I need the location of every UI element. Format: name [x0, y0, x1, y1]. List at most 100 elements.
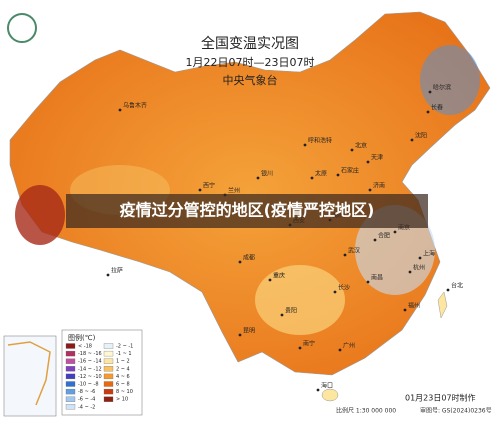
city-label: 上海 [423, 250, 435, 258]
city-label: 南宁 [303, 340, 315, 348]
city-label: 拉萨 [111, 267, 123, 275]
legend-swatch [103, 381, 114, 387]
city-label: 广州 [343, 342, 355, 350]
inset-frame [3, 335, 57, 417]
city-dot [303, 143, 307, 147]
legend-label: -12 ~ -10 [78, 374, 102, 380]
legend-label: 2 ~ 4 [116, 366, 130, 372]
legend-label: 4 ~ 6 [116, 374, 130, 380]
city-label: 长春 [431, 104, 443, 112]
legend-swatch [65, 358, 76, 364]
city-dot [333, 290, 337, 294]
city-label: 呼和浩特 [308, 137, 332, 145]
legend-label: -4 ~ -2 [78, 404, 95, 410]
hainan [321, 388, 339, 402]
legend-swatch [65, 343, 76, 349]
legend-swatch [103, 373, 114, 380]
city-label: 成都 [243, 254, 255, 262]
city-dot [366, 160, 370, 164]
legend-swatch [65, 373, 76, 380]
city-dot [256, 176, 260, 180]
city-dot [368, 188, 372, 192]
banner: 疫情过分管控的地区(疫情严控地区) [120, 201, 375, 220]
city-dot [403, 308, 407, 312]
city-dot [268, 278, 272, 282]
legend-swatch [103, 396, 114, 402]
legend-label: -6 ~ -4 [78, 397, 95, 403]
city-dot [280, 313, 284, 317]
city-label: 昆明 [243, 328, 255, 335]
legend-swatch [65, 388, 76, 395]
city-label: 兰州 [228, 187, 240, 195]
city-label: 济南 [373, 182, 385, 190]
city-label: 石家庄 [341, 167, 359, 175]
logo [7, 13, 37, 43]
legend-label: -2 ~ -1 [116, 344, 133, 350]
legend-swatch [103, 350, 114, 357]
city-dot [118, 108, 122, 112]
city-dot [446, 288, 450, 292]
legend-title: 图例(℃) [68, 333, 96, 342]
mild-patch [255, 265, 345, 335]
issuer: 中央气象台 [223, 73, 278, 87]
banner-bg [66, 194, 428, 228]
legend-swatch [65, 404, 76, 410]
city-label: 西宁 [203, 182, 215, 190]
city-dot [316, 388, 320, 392]
warm-patch [15, 185, 65, 245]
city-dot [238, 260, 242, 264]
city-dot [343, 253, 347, 257]
city-dot [410, 138, 414, 142]
city-label: 哈尔滨 [433, 84, 451, 92]
approval: 审图号: GS(2024)0236号 [420, 407, 492, 415]
inset-coast [7, 341, 51, 406]
legend-swatch [103, 366, 114, 372]
city-label: 贵阳 [285, 307, 297, 315]
legend-swatch [103, 388, 114, 395]
city-dot [338, 348, 342, 352]
city-dot [373, 238, 377, 242]
city-label: 武汉 [348, 247, 360, 255]
city-label: 南昌 [371, 274, 383, 282]
legend-label: > 10 [116, 397, 128, 403]
legend-label: -18 ~ -16 [78, 351, 102, 357]
city-dot [106, 273, 110, 277]
scale: 比例尺 1:30 000 000 [336, 407, 396, 415]
city-dot [426, 110, 430, 114]
legend-frame [61, 329, 143, 416]
city-dot [310, 176, 314, 180]
city-dot [238, 333, 242, 337]
subtitle: 1月22日07时—23日07时 [186, 56, 315, 69]
city-label: 合肥 [378, 232, 390, 240]
city-label: 长沙 [338, 284, 350, 292]
legend-swatch [65, 350, 76, 357]
legend-swatch [65, 381, 76, 387]
city-label: 天津 [371, 155, 383, 162]
city-dot [298, 346, 302, 350]
city-dot [198, 188, 202, 192]
city-label: 福州 [408, 302, 420, 310]
legend-swatch [103, 358, 114, 364]
city-label: 沈阳 [415, 132, 427, 140]
legend-swatch [103, 343, 114, 349]
city-label: 太原 [315, 170, 327, 178]
city-label: 重庆 [273, 272, 285, 280]
taiwan [437, 291, 448, 319]
city-label: 海口 [321, 382, 333, 390]
legend-label: 8 ~ 10 [116, 389, 133, 395]
city-label: 北京 [355, 142, 367, 150]
made-time: 01月23日07时制作 [405, 393, 476, 403]
legend-swatch [65, 396, 76, 402]
city-dot [393, 230, 397, 234]
legend-label: 1 ~ 2 [116, 359, 130, 365]
city-label: 台北 [451, 282, 463, 290]
city-dot [350, 148, 354, 152]
title: 全国变温实况图 [201, 35, 299, 52]
city-dot [418, 256, 422, 260]
city-dot [336, 173, 340, 177]
city-label: 乌鲁木齐 [123, 102, 147, 110]
city-dot [366, 280, 370, 284]
legend-label: -14 ~ -12 [78, 366, 102, 372]
